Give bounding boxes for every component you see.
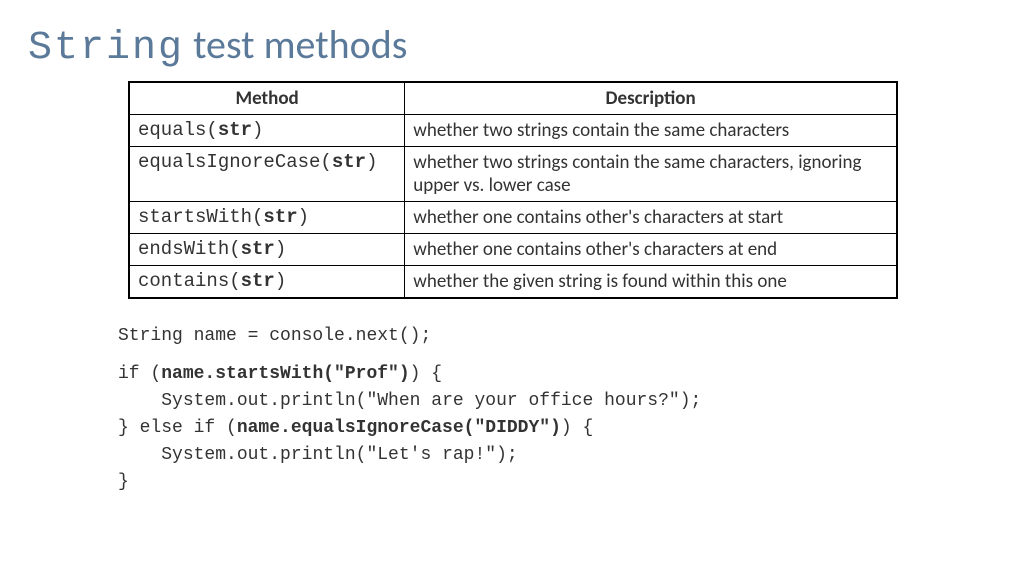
table-row: equals(str)whether two strings contain t… xyxy=(129,115,897,147)
method-cell: endsWith(str) xyxy=(129,234,405,266)
description-cell: whether one contains other's characters … xyxy=(405,234,897,266)
description-cell: whether one contains other's characters … xyxy=(405,202,897,234)
table-row: contains(str)whether the given string is… xyxy=(129,266,897,299)
method-cell: startsWith(str) xyxy=(129,202,405,234)
description-cell: whether the given string is found within… xyxy=(405,266,897,299)
code-line: String name = console.next(); xyxy=(118,323,996,350)
code-line: System.out.println("Let's rap!"); xyxy=(118,442,996,469)
table-row: startsWith(str)whether one contains othe… xyxy=(129,202,897,234)
slide-title: String test methods xyxy=(28,20,996,71)
title-mono: String xyxy=(28,26,184,71)
table-row: equalsIgnoreCase(str)whether two strings… xyxy=(129,147,897,202)
code-line xyxy=(118,350,996,361)
code-block: String name = console.next(); if (name.s… xyxy=(118,323,996,496)
method-cell: contains(str) xyxy=(129,266,405,299)
code-line: if (name.startsWith("Prof")) { xyxy=(118,361,996,388)
table-header-method: Method xyxy=(129,82,405,115)
table-header-row: Method Description xyxy=(129,82,897,115)
table-row: endsWith(str)whether one contains other'… xyxy=(129,234,897,266)
code-line: } else if (name.equalsIgnoreCase("DIDDY"… xyxy=(118,415,996,442)
method-cell: equalsIgnoreCase(str) xyxy=(129,147,405,202)
table-body: equals(str)whether two strings contain t… xyxy=(129,115,897,299)
methods-table: Method Description equals(str)whether tw… xyxy=(128,81,898,299)
description-cell: whether two strings contain the same cha… xyxy=(405,115,897,147)
method-cell: equals(str) xyxy=(129,115,405,147)
code-line: System.out.println("When are your office… xyxy=(118,388,996,415)
table-header-description: Description xyxy=(405,82,897,115)
description-cell: whether two strings contain the same cha… xyxy=(405,147,897,202)
title-rest: test methods xyxy=(184,20,407,69)
slide: String test methods Method Description e… xyxy=(0,0,1024,516)
code-line: } xyxy=(118,469,996,496)
